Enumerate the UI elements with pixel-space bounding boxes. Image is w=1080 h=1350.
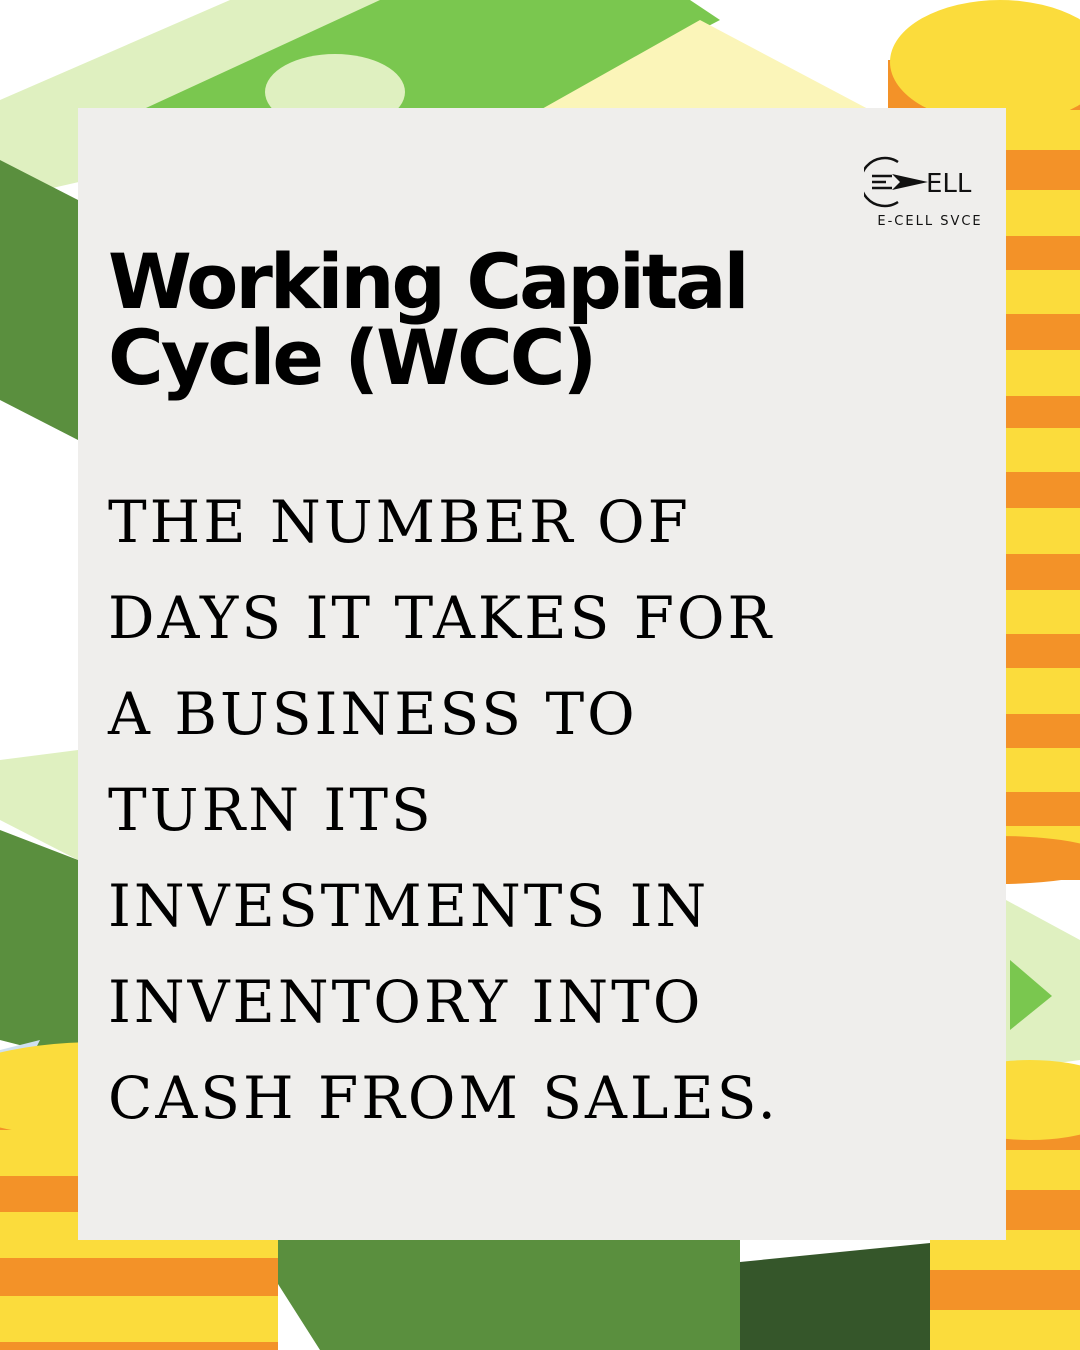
title-line: Cycle (WCC) bbox=[108, 313, 597, 402]
bill-right-light bbox=[1006, 900, 1080, 1070]
coin-top-right bbox=[890, 0, 1080, 124]
bill-right-arrow bbox=[1010, 960, 1052, 1030]
bill-left-dark bbox=[0, 830, 78, 1060]
definition-line: INVENTORY INTO bbox=[108, 968, 704, 1036]
page-title: Working Capital Cycle (WCC) bbox=[108, 244, 968, 396]
definition-line: DAYS IT TAKES FOR bbox=[108, 584, 775, 652]
definition-line: A BUSINESS TO bbox=[108, 680, 638, 748]
logo-caption: E-CELL SVCE bbox=[877, 214, 983, 229]
definition-line: THE NUMBER OF bbox=[108, 488, 691, 556]
bill-bottom-green bbox=[250, 1240, 740, 1350]
svg-text:ELL: ELL bbox=[926, 169, 972, 199]
definition-line: INVESTMENTS IN bbox=[108, 872, 710, 940]
bill-dark-side bbox=[0, 160, 78, 440]
ecell-logo: ELL E-CELL SVCE bbox=[864, 152, 996, 236]
arrow-icon bbox=[892, 174, 928, 190]
definition-text: THE NUMBER OF DAYS IT TAKES FOR A BUSINE… bbox=[108, 474, 988, 1146]
bill-left-light bbox=[0, 750, 78, 860]
content-card: ELL E-CELL SVCE Working Capital Cycle (W… bbox=[78, 108, 1006, 1240]
title-line: Working Capital bbox=[108, 237, 750, 326]
bill-bottom-dark bbox=[740, 1240, 960, 1350]
bill-pale-face bbox=[540, 20, 870, 110]
definition-line: CASH FROM SALES. bbox=[108, 1064, 779, 1132]
definition-line: TURN ITS bbox=[108, 776, 434, 844]
ecell-logo-mark: ELL bbox=[864, 156, 972, 208]
